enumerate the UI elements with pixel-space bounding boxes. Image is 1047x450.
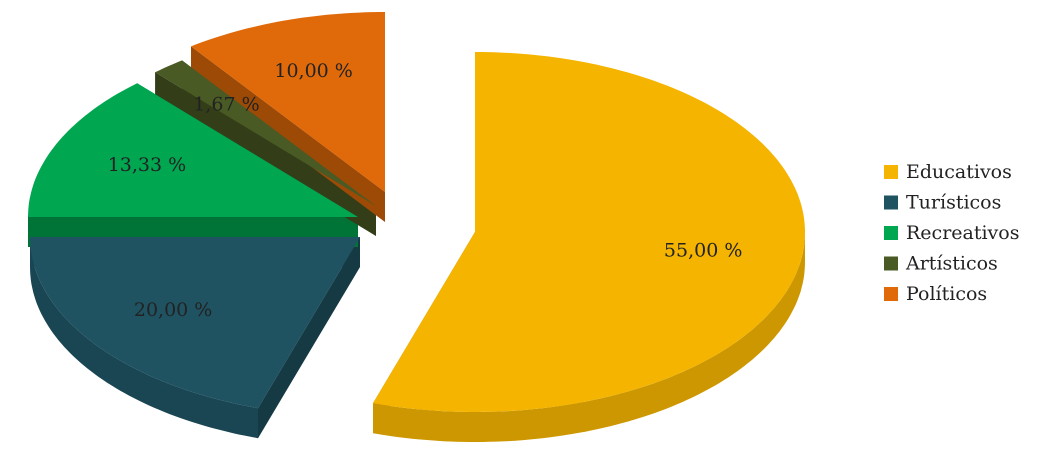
data-label: 13,33 % [108, 154, 187, 176]
slice-tops [28, 12, 805, 412]
legend: Educativos Turísticos Recreativos Artístico… [884, 161, 1019, 305]
data-label: 55,00 % [664, 240, 743, 262]
data-label: 1,67 % [193, 93, 259, 115]
slice [28, 83, 358, 217]
slice [30, 237, 360, 409]
slice-wall [30, 237, 258, 439]
legend-label: Políticos [906, 283, 987, 305]
legend-swatch [884, 195, 898, 210]
slice-side-shade [258, 237, 360, 439]
slice [373, 52, 805, 412]
legend-swatch [884, 165, 898, 179]
slice-side [258, 237, 360, 439]
slice [191, 12, 385, 192]
data-label: 20,00 % [134, 299, 213, 321]
slice-wall-shade [30, 237, 258, 439]
legend-swatch [884, 256, 898, 271]
slice-wall-shade [373, 232, 805, 442]
legend-swatch [884, 287, 898, 301]
legend-label: Artísticos [905, 253, 998, 275]
slice-wall [373, 232, 805, 442]
legend-swatch [884, 226, 898, 240]
legend-label: Recreativos [906, 222, 1019, 244]
slice [155, 60, 376, 207]
data-labels: 55,00 % 20,00 % 13,33 % 1,67 % 10,00 % [108, 60, 743, 321]
data-label: 10,00 % [274, 60, 353, 82]
legend-label: Turísticos [906, 192, 1001, 214]
legend-label: Educativos [906, 161, 1012, 183]
